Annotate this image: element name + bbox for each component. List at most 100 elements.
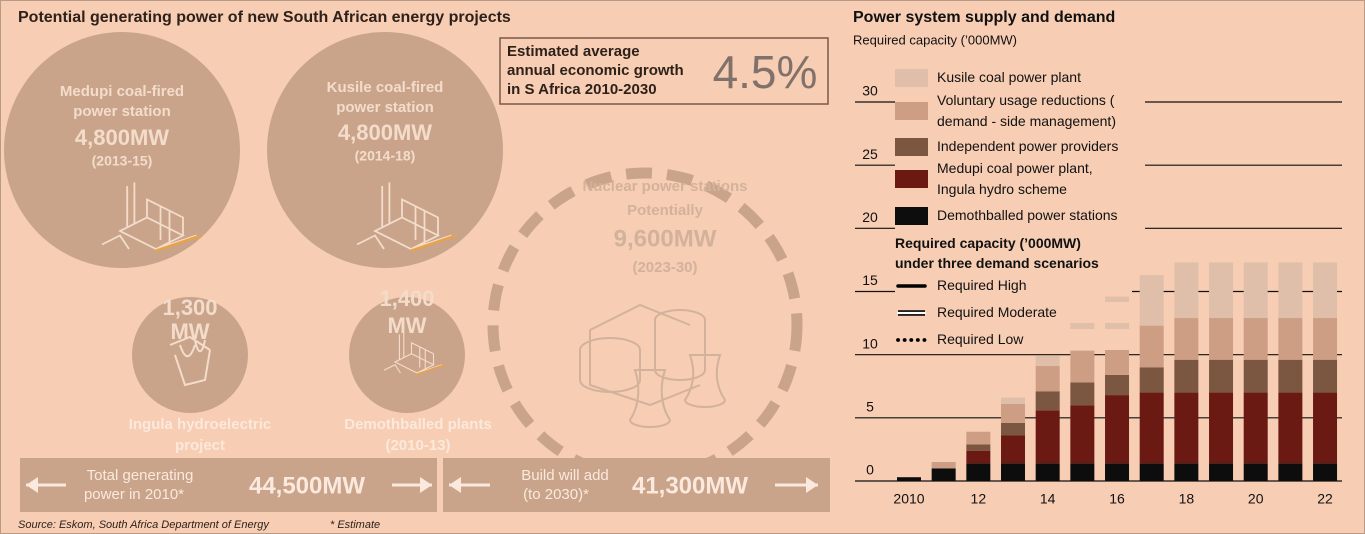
info-text: Medupi coal-fired: [60, 83, 184, 100]
bar-segment: [1278, 262, 1303, 319]
info-text: 4,800MW: [338, 120, 432, 145]
bar-segment: [1209, 463, 1234, 481]
legend-heading: Required capacity (’000MW) under three de…: [895, 233, 1099, 273]
x-tick-label: 12: [971, 491, 987, 507]
x-tick-label: 16: [1109, 491, 1125, 507]
bar-segment: [1070, 463, 1095, 481]
icon-shape: [169, 335, 211, 387]
bar-segment: [966, 463, 991, 481]
x-tick-label: 22: [1317, 491, 1333, 507]
bar-segment: [1243, 463, 1268, 481]
bar-segment: [1070, 382, 1095, 406]
bar-segment: [1001, 422, 1026, 436]
info-text: Estimated average: [507, 43, 640, 60]
bar-segment: [1278, 392, 1303, 464]
bar-segment: [1035, 391, 1060, 411]
legend-heading-line: Required capacity (’000MW): [895, 235, 1081, 251]
bar-segment: [1001, 435, 1026, 464]
project-circle: [4, 32, 240, 268]
legend-item: Demothballed power stations: [895, 205, 1132, 226]
icon-shape: [101, 182, 197, 251]
arrow-head: [806, 477, 818, 493]
icon-accent: [410, 234, 457, 253]
legend-item: Independent power providers: [895, 136, 1132, 157]
legend-swatch: [896, 309, 927, 316]
info-text: MW: [387, 313, 426, 338]
info-text: 4.5%: [713, 46, 818, 98]
legend-swatch: [896, 283, 927, 288]
info-text: (2013-15): [92, 153, 153, 169]
info-text: * Estimate: [330, 519, 380, 531]
x-tick-label: 2010: [893, 491, 924, 507]
nuclear-circle: [487, 167, 803, 483]
info-text: MW: [170, 319, 209, 344]
bar-segment: [1001, 403, 1026, 423]
bar-segment: [1139, 392, 1164, 464]
icon-accent: [155, 234, 202, 253]
legend-swatch: [895, 102, 928, 120]
total-bar: [20, 458, 437, 512]
legend-label: Required High: [937, 277, 1027, 293]
y-tick-label: 5: [866, 399, 874, 415]
legend-heading-line: under three demand scenarios: [895, 255, 1099, 271]
info-text: (to 2030)*: [523, 486, 589, 503]
bar-segment: [966, 431, 991, 445]
info-text: power station: [336, 99, 434, 116]
icon-shape: [383, 332, 442, 374]
build-bar: [443, 458, 830, 512]
bar-segment: [1243, 262, 1268, 319]
bar-segment: [1174, 463, 1199, 481]
info-text: 1,400: [379, 286, 434, 311]
legend-swatch: [896, 337, 927, 342]
bar-segment: [1174, 262, 1199, 319]
legend-label: Required Moderate: [937, 304, 1057, 320]
info-text: (2014-18): [355, 148, 416, 164]
arrow-head: [420, 477, 432, 493]
bar-segment: [1070, 405, 1095, 464]
legend-label: Independent power providers: [937, 138, 1119, 154]
legend-item: Required Low: [895, 329, 1132, 350]
info-text: annual economic growth: [507, 62, 684, 79]
bar-segment: [1278, 318, 1303, 360]
bar-segment: [1139, 367, 1164, 393]
bar-segment: [1313, 392, 1338, 464]
legend-label: Voluntary usage reductions ( demand - si…: [937, 92, 1116, 129]
bar-segment: [897, 477, 921, 481]
info-text: Demothballed plants: [344, 416, 492, 433]
legend-item: Medupi coal power plant, Ingula hydro sc…: [895, 158, 1132, 200]
info-text: power station: [73, 103, 171, 120]
project-circle: [349, 297, 465, 413]
bar-segment: [1313, 318, 1338, 360]
plant-icon: [101, 182, 202, 253]
legend-swatch: [895, 137, 928, 156]
legend-label: Demothballed power stations: [937, 207, 1118, 223]
bar-segment: [1209, 392, 1234, 464]
bar-segment: [1105, 395, 1130, 464]
y-tick-label: 15: [862, 272, 878, 288]
legend-swatch: [895, 170, 928, 188]
bar-segment: [1243, 318, 1268, 360]
bar-segment: [1035, 355, 1060, 367]
info-text: Kusile coal-fired: [327, 79, 444, 96]
x-tick-label: 20: [1248, 491, 1264, 507]
bar-segment: [1139, 275, 1164, 326]
icon-accent: [416, 363, 445, 375]
x-tick-label: 18: [1179, 491, 1195, 507]
bar-segment: [1035, 463, 1060, 481]
legend-swatch: [895, 68, 928, 87]
y-tick-label: 10: [862, 335, 878, 351]
icon-shape: [579, 303, 727, 428]
legend-item: Voluntary usage reductions ( demand - si…: [895, 90, 1132, 132]
x-tick-label: 14: [1040, 491, 1056, 507]
bar-segment: [1243, 359, 1268, 393]
bar-segment: [1174, 359, 1199, 393]
bar-segment: [1209, 318, 1234, 360]
info-text: 1,300: [162, 295, 217, 320]
bar-segment: [931, 468, 956, 481]
legend-item: Required Moderate: [895, 302, 1132, 323]
info-text: Ingula hydroelectric: [129, 416, 272, 433]
info-text: 44,500MW: [249, 472, 365, 499]
bar-segment: [1035, 366, 1060, 392]
